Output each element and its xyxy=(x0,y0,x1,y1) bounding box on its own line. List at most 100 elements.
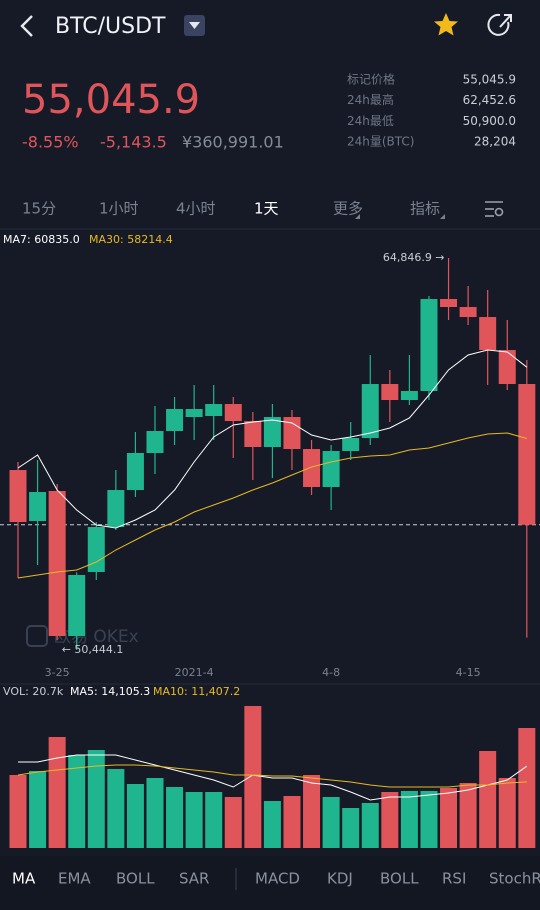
indicator-tab[interactable]: StochRSI xyxy=(489,870,540,888)
volume-bar xyxy=(479,750,497,848)
candle-body xyxy=(400,391,418,401)
ma-legend: MA10: 11,407.2 xyxy=(153,685,240,698)
pair-title[interactable]: BTC/USDT xyxy=(55,14,166,39)
low-annotation: ← 50,444.1 xyxy=(62,643,124,656)
volume-bar xyxy=(420,790,438,848)
favorite-star[interactable] xyxy=(434,13,458,36)
candle-body xyxy=(87,527,105,572)
indicator-tab[interactable]: MA xyxy=(12,870,36,888)
volume-bar xyxy=(185,792,203,848)
stat-value: 55,045.9 xyxy=(463,73,516,87)
dropdown-arrow xyxy=(189,22,200,29)
volume-bar xyxy=(459,782,477,848)
settings-icon[interactable] xyxy=(485,201,504,217)
high-annotation: 64,846.9 → xyxy=(383,251,445,264)
candle-body xyxy=(440,299,458,308)
last-price: 55,045.9 xyxy=(22,77,200,123)
candle-body xyxy=(68,574,86,637)
volume-bar xyxy=(9,774,27,848)
pair-dropdown[interactable] xyxy=(184,15,205,36)
candlestick-chart: 3-25 2021-4 4-8 4-15 MA7: 60835.0 MA30: 58214… xyxy=(0,233,540,679)
x-tick-label: 3-25 xyxy=(45,666,70,679)
ma-legend: MA30: 58214.4 xyxy=(89,233,173,246)
candle-body xyxy=(381,384,399,401)
interval-tab[interactable]: 4小时 xyxy=(176,200,216,218)
candle-body xyxy=(498,350,516,385)
candle-body xyxy=(303,449,321,488)
stat-value: 50,900.0 xyxy=(463,114,516,128)
candle-body xyxy=(263,417,281,448)
volume-bar xyxy=(166,786,184,848)
volume-bar xyxy=(381,792,399,848)
candle-body xyxy=(205,404,223,417)
stat-label: 24h最低 xyxy=(347,114,394,128)
volume-bar xyxy=(244,706,262,848)
ma-line xyxy=(17,432,527,579)
back-button[interactable] xyxy=(20,15,33,37)
volume-chart: VOL: 20.7k MA5: 14,105.3 MA10: 11,407.2 xyxy=(3,685,536,848)
volume-bar xyxy=(224,796,242,848)
indicator-tab[interactable]: SAR xyxy=(179,870,209,888)
stat-label: 24h量(BTC) xyxy=(347,135,414,149)
stat-label: 标记价格 xyxy=(347,72,395,87)
share-button[interactable] xyxy=(487,13,512,36)
candle-body xyxy=(244,421,262,448)
tab-corner xyxy=(355,214,360,219)
candle-body xyxy=(459,307,477,318)
change-amount: -5,143.5 xyxy=(100,133,167,152)
volume-bar xyxy=(498,778,516,848)
volume-bar xyxy=(87,750,105,848)
candle-body xyxy=(9,470,27,523)
volume-bar xyxy=(107,768,125,848)
stat-value: 62,452.6 xyxy=(463,93,516,107)
volume-bar xyxy=(48,736,66,848)
candle-body xyxy=(518,384,536,525)
candle-body xyxy=(48,491,66,637)
share-arrow xyxy=(499,14,512,28)
interval-tab[interactable]: 15分 xyxy=(22,200,56,218)
interval-tab[interactable]: 更多 xyxy=(333,200,363,218)
volume-bar xyxy=(303,774,321,848)
candle-body xyxy=(29,492,47,522)
indicator-tab[interactable]: BOLL xyxy=(380,870,419,888)
ma-line xyxy=(17,764,527,788)
interval-tab[interactable]: 1小时 xyxy=(99,200,139,218)
share-circle xyxy=(487,13,510,36)
volume-bar xyxy=(205,792,223,848)
indicator-tab[interactable]: RSI xyxy=(442,870,466,888)
candle-body xyxy=(224,404,242,422)
indicator-tab[interactable]: EMA xyxy=(58,870,91,888)
candle-body xyxy=(166,409,184,432)
volume-bar xyxy=(518,728,536,848)
x-tick-label: 2021-4 xyxy=(175,666,214,679)
ma-legend: MA7: 60835.0 xyxy=(3,233,80,246)
volume-bar xyxy=(400,790,418,848)
candle-body xyxy=(361,384,379,439)
candle-body xyxy=(107,490,125,528)
change-percent: -8.55% xyxy=(22,133,79,152)
volume-bar xyxy=(283,796,301,848)
indicator-tabs: MA EMA BOLL SAR MACD KDJ BOLL RSI StochRSI xyxy=(12,870,540,888)
cny-price: ¥360,991.01 xyxy=(182,133,284,152)
candle-body xyxy=(146,431,164,454)
ma-line xyxy=(18,754,528,801)
interval-tab[interactable]: 1天 xyxy=(254,200,279,218)
volume-bar xyxy=(146,778,164,848)
stat-value: 28,204 xyxy=(474,135,516,149)
indicator-tab[interactable]: MACD xyxy=(255,870,300,888)
volume-legend: VOL: 20.7k xyxy=(3,685,64,698)
x-tick-label: 4-8 xyxy=(322,666,340,679)
indicator-tab[interactable]: BOLL xyxy=(116,870,155,888)
candle-body xyxy=(322,451,340,488)
interval-tab[interactable]: 指标 xyxy=(410,200,440,218)
volume-bar xyxy=(440,788,458,848)
candle-body xyxy=(479,317,497,351)
interval-tabs: 15分 1小时 4小时 1天 更多 指标 xyxy=(22,200,445,219)
ma-legend: MA5: 14,105.3 xyxy=(70,685,150,698)
indicator-tab[interactable]: KDJ xyxy=(327,870,353,888)
candle-body xyxy=(420,299,438,392)
ma-line xyxy=(17,349,528,529)
watermark-logo xyxy=(26,625,48,647)
indicator-bar xyxy=(0,856,540,910)
